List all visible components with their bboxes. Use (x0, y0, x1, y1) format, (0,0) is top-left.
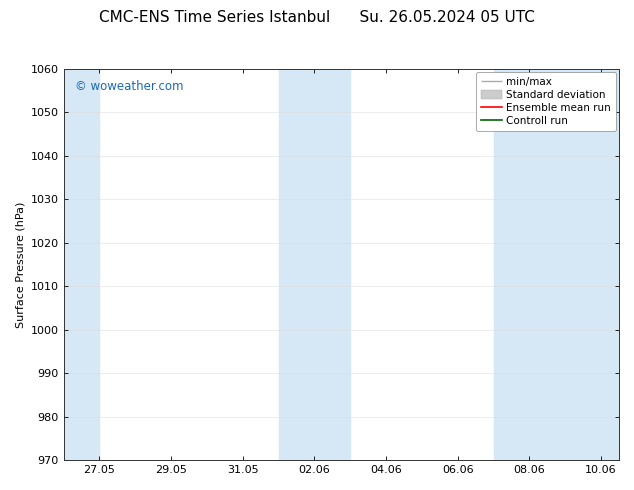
Y-axis label: Surface Pressure (hPa): Surface Pressure (hPa) (15, 201, 25, 327)
Legend: min/max, Standard deviation, Ensemble mean run, Controll run: min/max, Standard deviation, Ensemble me… (476, 72, 616, 131)
Bar (63, 69, 100, 460)
Bar (278, 69, 350, 460)
Text: CMC-ENS Time Series Istanbul      Su. 26.05.2024 05 UTC: CMC-ENS Time Series Istanbul Su. 26.05.2… (99, 10, 535, 25)
Bar (494, 69, 619, 460)
Text: © woweather.com: © woweather.com (75, 80, 183, 94)
